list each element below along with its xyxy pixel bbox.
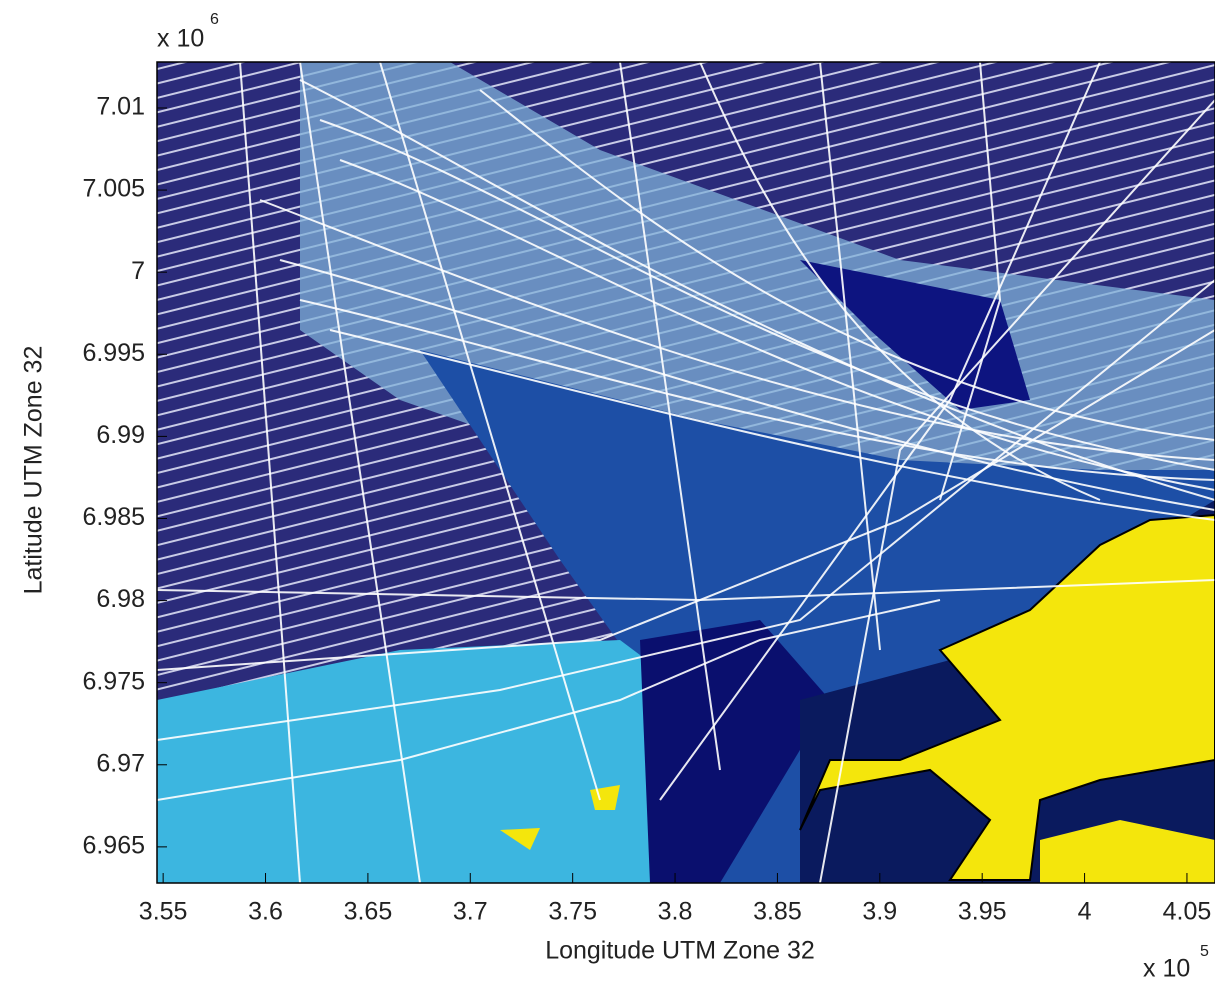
fjord <box>640 620 830 883</box>
y-tick-label: 6.965 <box>82 831 145 859</box>
y-axis-label: Latitude UTM Zone 32 <box>20 346 48 595</box>
x-tick-label: 4.05 <box>1163 898 1212 926</box>
x-axis-label: Longitude UTM Zone 32 <box>545 937 815 965</box>
x-tick-label: 3.9 <box>862 898 897 926</box>
x-tick-label: 3.6 <box>248 898 283 926</box>
coastal-zone <box>157 640 700 883</box>
ship-tracks <box>157 62 1215 883</box>
y-tick-label: 7.005 <box>82 175 145 203</box>
land <box>799 513 1215 881</box>
y-tick-label: 6.98 <box>96 585 145 613</box>
y-tick-label: 6.97 <box>96 749 145 777</box>
x-tick-label: 3.75 <box>548 898 597 926</box>
x-tick-label: 3.55 <box>139 898 188 926</box>
y-tick-label: 6.99 <box>96 421 145 449</box>
x-tick-label: 3.8 <box>658 898 693 926</box>
x-exponent: 5 <box>1200 943 1209 960</box>
y-exponent: 6 <box>210 11 219 28</box>
y-tick-label: 7 <box>131 257 145 285</box>
map-area <box>157 62 1215 883</box>
y-multiplier: x 10 <box>157 25 204 53</box>
y-tick-label: 7.01 <box>96 93 145 121</box>
axes: x 10 6 x 10 5 Longitude UTM Zone 32 Lati… <box>20 11 1209 982</box>
plot-frame <box>156 61 1215 884</box>
x-tick-label: 3.65 <box>344 898 393 926</box>
x-multiplier: x 10 <box>1143 955 1190 983</box>
x-tick-label: 3.7 <box>453 898 488 926</box>
x-tick-label: 3.85 <box>753 898 802 926</box>
x-tick-label: 4 <box>1078 898 1092 926</box>
x-tick-label: 3.95 <box>958 898 1007 926</box>
y-tick-label: 6.985 <box>82 503 145 531</box>
y-tick-label: 6.995 <box>82 339 145 367</box>
y-tick-label: 6.975 <box>82 667 145 695</box>
deep-zone <box>800 260 1030 410</box>
land <box>1040 820 1215 883</box>
islet <box>500 785 620 850</box>
